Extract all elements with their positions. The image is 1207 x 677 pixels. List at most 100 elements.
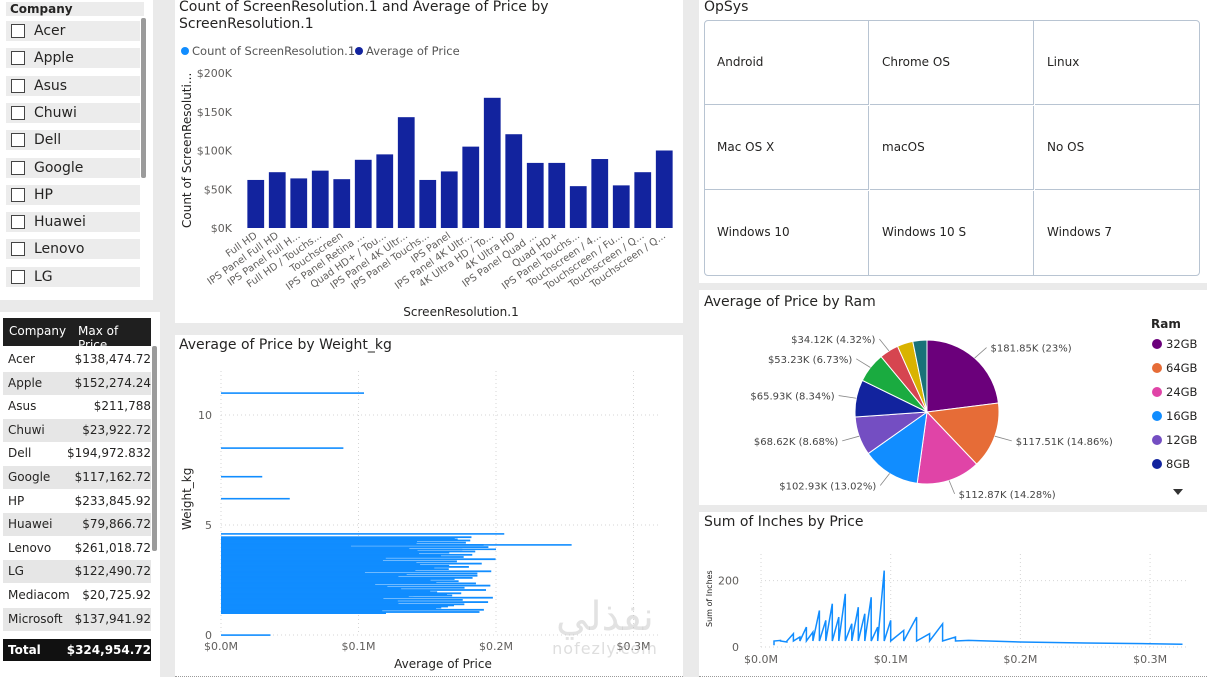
- slicer-item[interactable]: Dell: [6, 130, 140, 151]
- bar[interactable]: [440, 171, 458, 228]
- weight-bar[interactable]: [221, 550, 476, 553]
- bar[interactable]: [612, 185, 630, 228]
- opsys-item[interactable]: Windows 10: [705, 191, 869, 275]
- checkbox[interactable]: [11, 24, 25, 38]
- weight-bar[interactable]: [221, 588, 402, 590]
- weight-bar[interactable]: [221, 533, 505, 535]
- weight-bar[interactable]: [221, 547, 410, 550]
- weight-bar[interactable]: [221, 497, 290, 500]
- table-row[interactable]: Google $117,162.72: [3, 466, 151, 489]
- weight-bar[interactable]: [221, 594, 453, 597]
- bar[interactable]: [376, 154, 394, 228]
- weight-bar[interactable]: [221, 592, 462, 595]
- weight-bar[interactable]: [221, 556, 464, 558]
- weight-bar[interactable]: [221, 602, 399, 605]
- pie-legend-label[interactable]: 8GB: [1166, 457, 1190, 471]
- pie-legend-label[interactable]: 12GB: [1166, 433, 1198, 447]
- bar[interactable]: [591, 159, 609, 228]
- weight-bar[interactable]: [221, 536, 472, 539]
- slicer-item[interactable]: Lenovo: [6, 239, 140, 260]
- slicer-item[interactable]: Huawei: [6, 212, 140, 233]
- slicer-item[interactable]: Apple: [6, 48, 140, 69]
- weight-bar[interactable]: [221, 540, 418, 543]
- weight-bar[interactable]: [221, 558, 496, 561]
- slicer-item[interactable]: Acer: [6, 21, 140, 41]
- weight-bar[interactable]: [221, 580, 459, 583]
- bar[interactable]: [247, 179, 265, 228]
- weight-bar[interactable]: [221, 607, 437, 610]
- weight-bar[interactable]: [221, 578, 455, 580]
- weight-bar[interactable]: [221, 549, 418, 552]
- table-row[interactable]: Dell $194,972.832: [3, 442, 151, 465]
- weight-bar[interactable]: [221, 596, 493, 599]
- bar[interactable]: [569, 186, 587, 228]
- weight-bar[interactable]: [221, 447, 344, 449]
- weight-bar[interactable]: [221, 589, 487, 591]
- checkbox[interactable]: [11, 78, 25, 93]
- weight-bar[interactable]: [221, 573, 407, 576]
- weight-bar[interactable]: [221, 593, 448, 596]
- weight-bar[interactable]: [221, 564, 450, 567]
- bar[interactable]: [397, 117, 415, 228]
- weight-bar[interactable]: [221, 600, 398, 602]
- weight-bar[interactable]: [221, 539, 471, 542]
- slicer-scrollbar[interactable]: [141, 18, 146, 178]
- weight-bar[interactable]: [221, 561, 417, 564]
- checkbox[interactable]: [11, 215, 25, 230]
- weight-bar[interactable]: [221, 569, 416, 572]
- weight-bar[interactable]: [221, 591, 438, 594]
- bar[interactable]: [505, 134, 523, 228]
- weight-bar[interactable]: [221, 563, 421, 566]
- weight-bar[interactable]: [221, 595, 409, 598]
- weight-bar[interactable]: [221, 566, 469, 568]
- weight-bar[interactable]: [221, 611, 480, 613]
- weight-bar[interactable]: [221, 605, 448, 608]
- weight-bar[interactable]: [221, 567, 435, 569]
- table-row[interactable]: HP $233,845.92: [3, 490, 151, 513]
- opsys-item[interactable]: Chrome OS: [870, 21, 1034, 105]
- table-row[interactable]: Microsoft $137,941.92: [3, 607, 151, 631]
- weight-bar[interactable]: [221, 551, 450, 554]
- weight-bar[interactable]: [221, 570, 492, 573]
- weight-bar[interactable]: [221, 557, 386, 559]
- weight-bar[interactable]: [221, 571, 365, 574]
- bar[interactable]: [419, 179, 437, 228]
- weight-bar[interactable]: [221, 475, 263, 478]
- bar[interactable]: [462, 146, 480, 228]
- weight-bar[interactable]: [221, 548, 463, 551]
- table-row[interactable]: Asus $211,788: [3, 395, 151, 418]
- pie-slice[interactable]: [912, 339, 928, 413]
- weight-bar[interactable]: [221, 606, 442, 609]
- weight-bar[interactable]: [221, 597, 384, 600]
- weight-bar[interactable]: [221, 559, 383, 562]
- weight-bar[interactable]: [221, 577, 473, 579]
- weight-bar[interactable]: [221, 568, 449, 570]
- weight-bar[interactable]: [221, 546, 489, 548]
- checkbox[interactable]: [11, 187, 25, 202]
- weight-bar[interactable]: [221, 574, 478, 577]
- checkbox[interactable]: [11, 105, 25, 120]
- pie-legend-label[interactable]: 16GB: [1166, 409, 1198, 423]
- checkbox[interactable]: [11, 242, 25, 257]
- bar[interactable]: [268, 172, 286, 228]
- weight-bar[interactable]: [221, 537, 413, 540]
- opsys-item[interactable]: Linux: [1035, 21, 1199, 105]
- weight-bar[interactable]: [221, 586, 465, 589]
- weight-bar[interactable]: [221, 585, 388, 588]
- checkbox[interactable]: [11, 133, 25, 148]
- legend-scroll-down-icon[interactable]: [1173, 489, 1183, 495]
- checkbox[interactable]: [11, 269, 25, 284]
- weight-bar[interactable]: [221, 555, 431, 557]
- bar[interactable]: [354, 159, 372, 228]
- weight-bar[interactable]: [221, 541, 466, 544]
- bar[interactable]: [290, 178, 308, 228]
- opsys-item[interactable]: No OS: [1035, 106, 1199, 190]
- weight-bar[interactable]: [221, 601, 489, 603]
- weight-bar[interactable]: [221, 552, 419, 555]
- weight-bar[interactable]: [221, 392, 364, 394]
- checkbox[interactable]: [11, 160, 25, 175]
- pie-legend-label[interactable]: 24GB: [1166, 385, 1198, 399]
- slicer-item[interactable]: Chuwi: [6, 102, 140, 123]
- slicer-item[interactable]: Asus: [6, 75, 140, 96]
- opsys-item[interactable]: Mac OS X: [705, 106, 869, 190]
